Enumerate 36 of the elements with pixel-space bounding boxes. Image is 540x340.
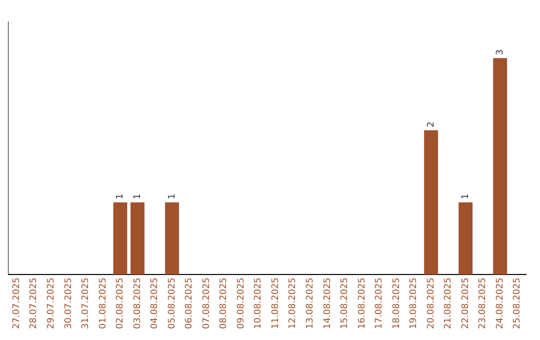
x-tick-label: 09.08.2025 [236,277,246,329]
x-tick-label: 01.08.2025 [98,277,108,329]
x-tick-label: 27.07.2025 [12,277,22,329]
x-tick-label: 03.08.2025 [132,277,143,329]
data-label: 3 [495,49,506,56]
x-tick-label: 06.08.2025 [184,277,195,329]
x-tick-label: 04.08.2025 [150,277,160,329]
data-label: 1 [132,194,143,200]
x-tick-label: 13.08.2025 [306,277,316,329]
data-label: 1 [460,194,471,200]
x-tick-label: 21.08.2025 [444,277,454,329]
x-tick-label: 22.08.2025 [460,277,471,329]
x-tick-label: 17.08.2025 [374,277,385,329]
x-tick-label: 25.08.2025 [512,277,523,329]
data-label: 1 [167,194,178,200]
x-tick-label: 02.08.2025 [116,277,126,329]
data-label: 1 [116,194,126,200]
x-tick-label: 19.08.2025 [409,277,420,329]
x-tick-label: 05.08.2025 [167,277,178,329]
x-tick-label: 29.07.2025 [46,277,57,329]
x-tick-label: 23.08.2025 [478,277,488,329]
data-label: 2 [426,121,436,128]
x-tick-label: 11.08.2025 [270,277,281,329]
x-tick-label: 20.08.2025 [426,277,436,329]
x-tick-label: 31.07.2025 [81,277,92,329]
x-tick-label: 12.08.2025 [288,277,298,329]
x-tick-label: 30.07.2025 [64,277,74,329]
x-tick-label: 28.07.2025 [29,277,40,329]
x-tick-label: 07.08.2025 [202,277,212,329]
x-tick-label: 18.08.2025 [392,277,402,329]
x-tick-label: 14.08.2025 [322,277,333,329]
x-tick-label: 16.08.2025 [357,277,368,329]
x-tick-label: 08.08.2025 [219,277,230,329]
x-tick-label: 15.08.2025 [340,277,350,329]
x-tick-label: 24.08.2025 [495,277,506,329]
x-tick-label: 10.08.2025 [254,277,264,329]
